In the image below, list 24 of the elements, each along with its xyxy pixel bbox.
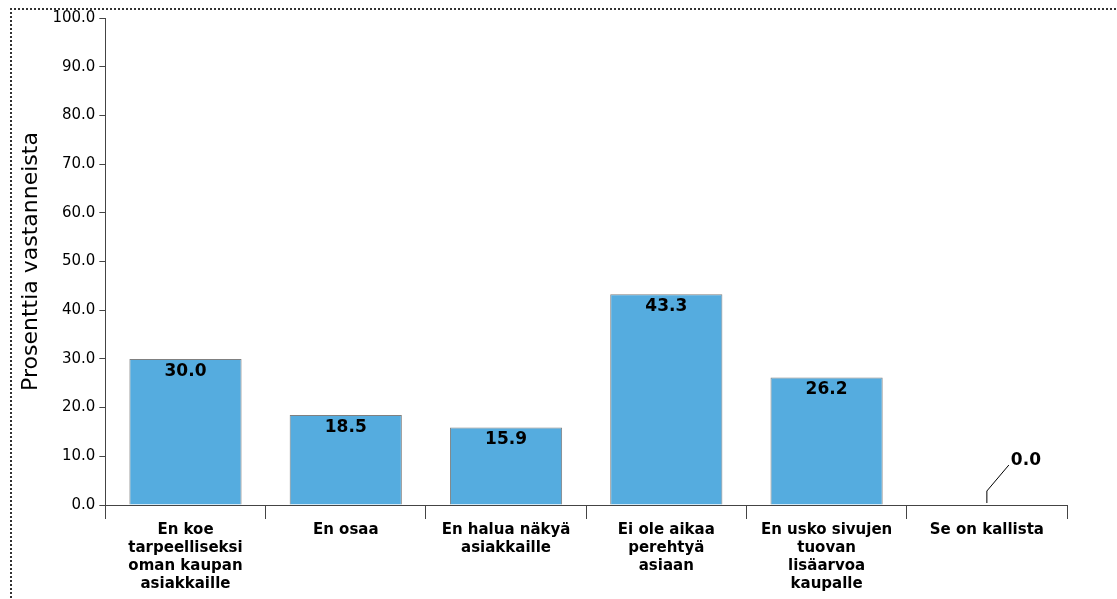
y-tick-label: 30.0: [61, 348, 96, 367]
y-tick-label: 80.0: [61, 105, 96, 124]
y-axis-title: Prosenttia vastanneista: [16, 132, 42, 391]
x-tick-label: Se on kallista: [929, 519, 1044, 538]
data-label: 43.3: [645, 295, 688, 316]
data-label: 0.0: [1010, 449, 1042, 470]
y-tick-label: 40.0: [61, 300, 96, 319]
y-tick-label: 90.0: [61, 56, 96, 75]
y-tick-label: 70.0: [61, 153, 96, 172]
y-tick-label: 0.0: [71, 494, 96, 513]
y-tick-label: 100.0: [52, 7, 96, 26]
y-tick-label: 60.0: [61, 202, 96, 221]
x-tick-label: En halua näkyä asiakkaille: [441, 519, 571, 556]
y-tick-label: 10.0: [61, 446, 96, 465]
y-tick-label: 20.0: [61, 397, 96, 416]
x-tick-label: En osaa: [312, 519, 379, 538]
data-label: 30.0: [164, 359, 207, 380]
x-tick-label: En usko sivujen tuovan lisäarvoa kaupalle: [760, 519, 893, 592]
y-tick-label: 50.0: [61, 251, 96, 270]
x-tick-label: Ei ole aikaa perehtyä asiaan: [617, 519, 715, 574]
data-label: 26.2: [805, 378, 848, 399]
x-tick-label: En koe tarpeelliseksi oman kaupan asiakkaille: [128, 519, 243, 592]
data-label: 15.9: [485, 428, 528, 449]
data-label: 18.5: [324, 415, 367, 436]
